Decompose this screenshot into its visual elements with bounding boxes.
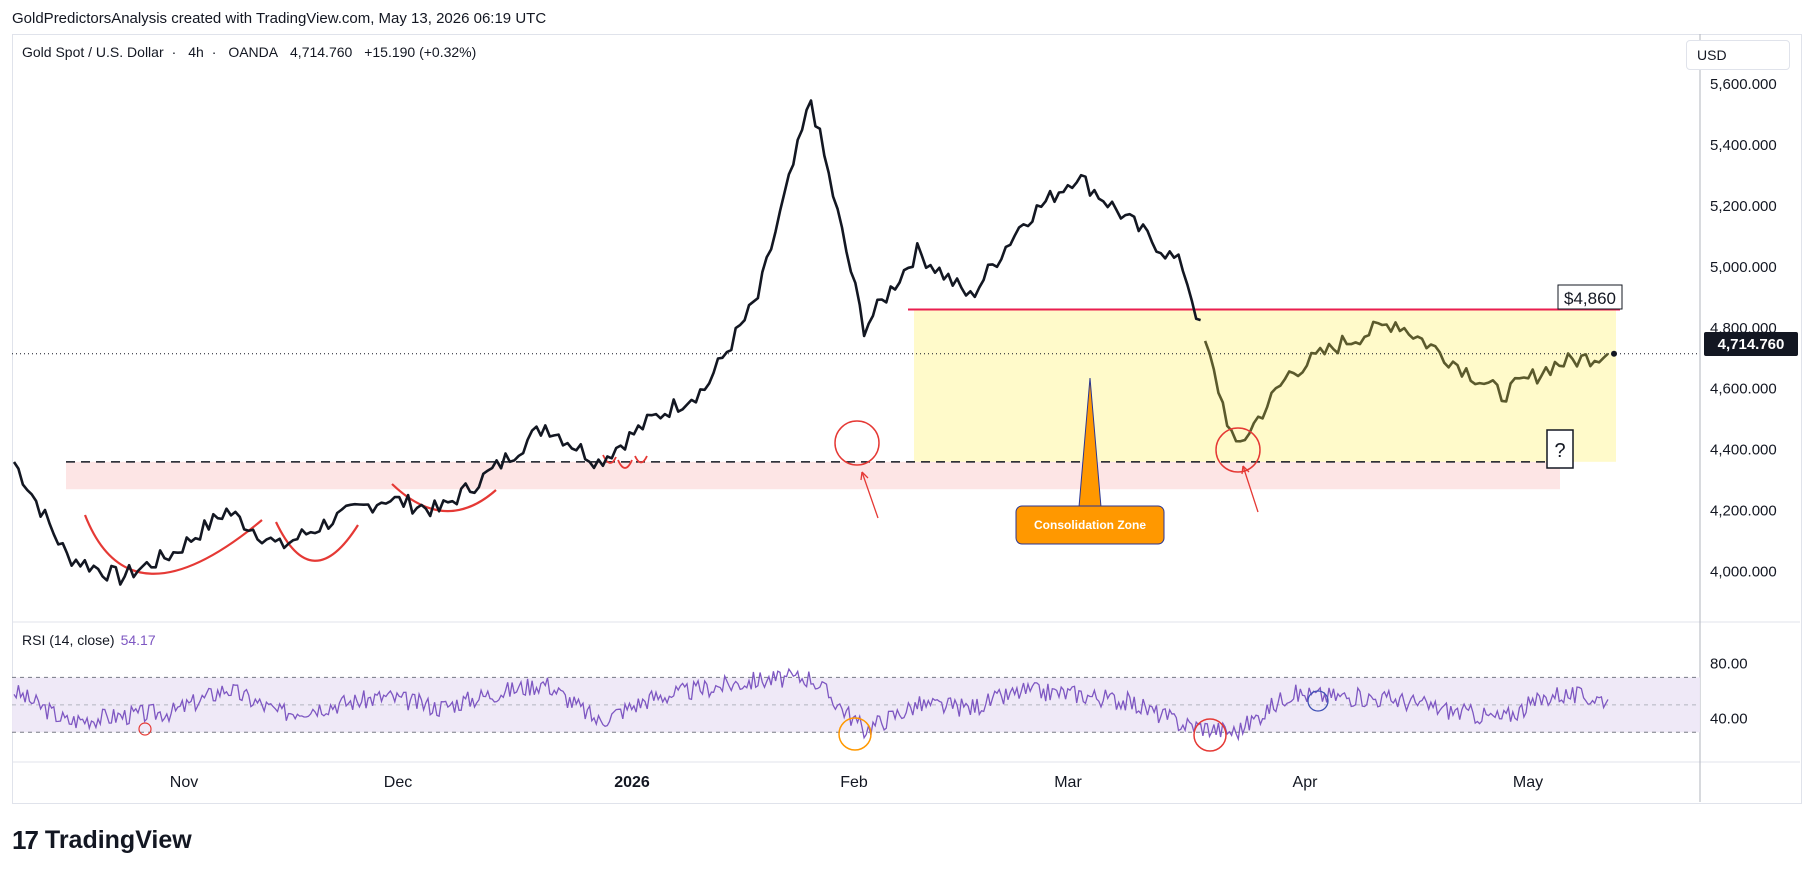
mini-arc[interactable] <box>634 455 648 464</box>
price-axis-label: 5,600.000 <box>1710 76 1777 93</box>
question-box[interactable] <box>1546 429 1574 469</box>
attribution-text: GoldPredictorsAnalysis created with Trad… <box>12 10 547 27</box>
last-price-tag <box>1704 332 1798 356</box>
rsi-marker-circle[interactable] <box>1307 690 1329 712</box>
resistance-label: $4,860 <box>1564 289 1616 308</box>
symbol-legend[interactable]: Gold Spot / U.S. Dollar · 4h · OANDA 4,714… <box>22 44 477 60</box>
price-axis-label: 4,400.000 <box>1710 442 1777 459</box>
arrow-head <box>1241 465 1250 475</box>
time-axis[interactable]: Nov Dec 2026 Feb Mar Apr May <box>170 774 1543 791</box>
rsi-value: 54.17 <box>120 632 156 648</box>
symbol-name: Gold Spot / U.S. Dollar <box>22 44 164 60</box>
rsi-marker-circle[interactable] <box>1193 718 1227 752</box>
interval: 4h <box>188 44 204 60</box>
price-axis-label: 5,400.000 <box>1710 137 1777 154</box>
arrow-head <box>860 471 869 481</box>
tradingview-logo-icon: 17 <box>12 824 39 855</box>
price-line-in-zone[interactable] <box>1203 320 1609 443</box>
price-axis[interactable]: 5,600.0005,400.0005,200.0005,000.0004,80… <box>1710 76 1777 580</box>
consolidation-zone[interactable] <box>914 309 1616 462</box>
price-axis-label: 4,200.000 <box>1710 503 1777 520</box>
tradingview-logo[interactable]: 17 TradingView <box>12 822 192 858</box>
rsi-axis-label: 80.00 <box>1710 656 1748 673</box>
rsi-marker-circle[interactable] <box>138 722 152 736</box>
price-axis-label: 5,200.000 <box>1710 198 1777 215</box>
last-price-label: 4,714.760 <box>1718 336 1785 353</box>
rsi-line[interactable] <box>13 667 1609 742</box>
zone-callout-label: Consolidation Zone <box>1034 518 1146 532</box>
header: GoldPredictorsAnalysis created with Trad… <box>0 0 1814 34</box>
rounding-bottom-arc[interactable] <box>275 521 359 562</box>
highlight-circle[interactable] <box>834 420 880 466</box>
time-axis-label: Feb <box>840 774 868 791</box>
support-band[interactable] <box>66 461 1560 490</box>
highlight-circle[interactable] <box>1215 427 1261 473</box>
price-axis-label: 4,000.000 <box>1710 563 1777 580</box>
time-axis-label: Apr <box>1293 774 1319 791</box>
arrow[interactable] <box>861 471 879 519</box>
resistance-label-box[interactable] <box>1557 284 1623 310</box>
time-axis-label: May <box>1513 774 1543 791</box>
zone-callout-box[interactable] <box>1015 505 1165 545</box>
rsi-legend[interactable]: RSI (14, close) 54.17 <box>22 632 156 648</box>
mini-arc[interactable] <box>617 459 633 469</box>
rsi-axis-label: 40.00 <box>1710 711 1748 728</box>
time-axis-label: Dec <box>384 774 412 791</box>
mini-arc[interactable] <box>602 454 617 464</box>
rsi-title: RSI (14, close) <box>22 632 115 648</box>
legend-price: 4,714.760 <box>290 44 353 60</box>
price-axis-label: 5,000.000 <box>1710 259 1777 276</box>
chart-frame[interactable] <box>12 34 1802 804</box>
price-axis-label: 4,600.000 <box>1710 381 1777 398</box>
legend-change: +15.190 (+0.32%) <box>364 44 477 60</box>
last-price-dot <box>1611 350 1617 357</box>
tradingview-brand: TradingView <box>44 825 192 854</box>
data-source: OANDA <box>228 44 279 60</box>
rounding-bottom-arc[interactable] <box>391 483 497 513</box>
time-axis-label: 2026 <box>614 774 650 791</box>
currency-selector[interactable]: USD <box>1686 40 1790 70</box>
time-axis-label: Nov <box>170 774 198 791</box>
arrow[interactable] <box>1242 465 1259 513</box>
rsi-marker-circle[interactable] <box>838 717 872 751</box>
price-line[interactable] <box>12 99 1201 586</box>
rsi-axis: 80.00 40.00 <box>1710 656 1748 728</box>
rounding-bottom-arc[interactable] <box>83 514 263 575</box>
question-mark: ? <box>1554 440 1565 462</box>
time-axis-label: Mar <box>1054 774 1082 791</box>
